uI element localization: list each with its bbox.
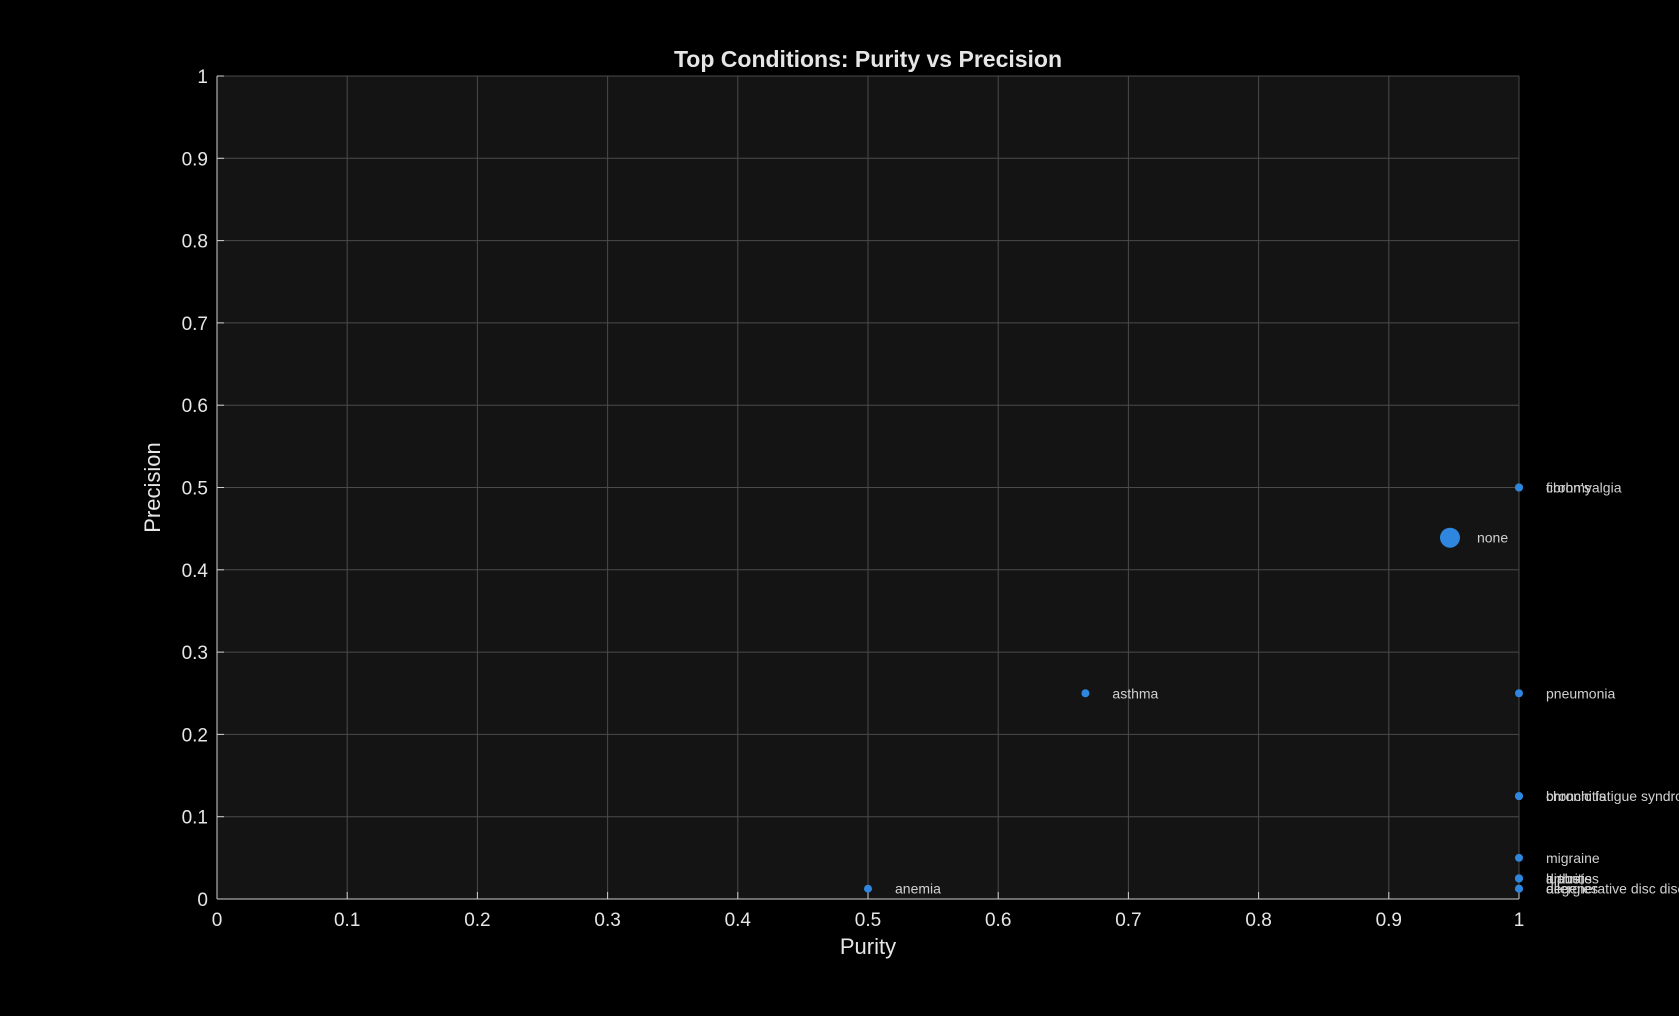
y-tick-label: 0.8 xyxy=(182,232,208,253)
y-tick-label: 0.9 xyxy=(182,149,208,170)
x-tick-label: 0.6 xyxy=(985,910,1011,931)
point-label: none xyxy=(1477,530,1508,546)
y-tick-label: 0.2 xyxy=(182,725,208,746)
x-axis-label: Purity xyxy=(840,934,896,959)
point-label: allergies xyxy=(1546,881,1598,897)
chart-title: Top Conditions: Purity vs Precision xyxy=(674,46,1062,72)
data-point xyxy=(1515,792,1523,801)
point-label: fibromyalgia xyxy=(1546,480,1622,496)
data-point xyxy=(1515,689,1523,698)
point-label: bronchitis xyxy=(1546,788,1606,804)
y-tick-label: 0.1 xyxy=(182,808,208,829)
data-point xyxy=(1515,483,1523,492)
y-tick-label: 0.7 xyxy=(182,314,208,335)
point-label: arthritis xyxy=(1546,870,1592,886)
point-label: degenerative disc disease xyxy=(1546,881,1679,897)
x-tick-label: 0.2 xyxy=(464,910,490,931)
data-point xyxy=(864,884,872,893)
point-label: diabetes xyxy=(1546,870,1599,886)
y-tick-label: 1 xyxy=(197,67,208,88)
data-point xyxy=(1515,884,1523,893)
tick-labels: 0 0.1 0.2 0.3 0.4 0.5 0.6 0.7 0.8 0.9 1 0 0.1 0.2 0.3 0… xyxy=(182,67,1525,931)
y-tick-label: 0.5 xyxy=(182,479,208,500)
x-tick-label: 1 xyxy=(1514,910,1525,931)
x-tick-label: 0.3 xyxy=(594,910,620,931)
x-tick-label: 0 xyxy=(212,910,223,931)
point-label: asthma xyxy=(1112,685,1158,701)
x-tick-label: 0.8 xyxy=(1245,910,1271,931)
point-label: crohn's xyxy=(1546,480,1591,496)
point-label: chronic fatigue syndrome xyxy=(1546,788,1679,804)
point-label: lupus xyxy=(1546,870,1579,886)
x-tick-label: 0.9 xyxy=(1376,910,1402,931)
y-tick-label: 0.6 xyxy=(182,396,208,417)
data-point xyxy=(1439,527,1460,548)
y-tick-label: 0.4 xyxy=(182,561,209,582)
x-tick-label: 0.4 xyxy=(725,910,752,931)
data-point xyxy=(1515,874,1523,883)
data-point xyxy=(1081,689,1090,698)
data-point xyxy=(1515,853,1523,862)
y-tick-label: 0 xyxy=(197,890,208,911)
point-label: anemia xyxy=(895,881,941,897)
data-points xyxy=(864,483,1523,893)
point-label: pneumonia xyxy=(1546,685,1615,701)
x-tick-label: 0.7 xyxy=(1115,910,1141,931)
x-tick-label: 0.5 xyxy=(855,910,881,931)
x-tick-label: 0.1 xyxy=(334,910,360,931)
y-tick-label: 0.3 xyxy=(182,643,208,664)
axes xyxy=(216,75,1520,900)
point-label: migraine xyxy=(1546,850,1600,866)
y-axis-label: Precision xyxy=(140,442,165,532)
